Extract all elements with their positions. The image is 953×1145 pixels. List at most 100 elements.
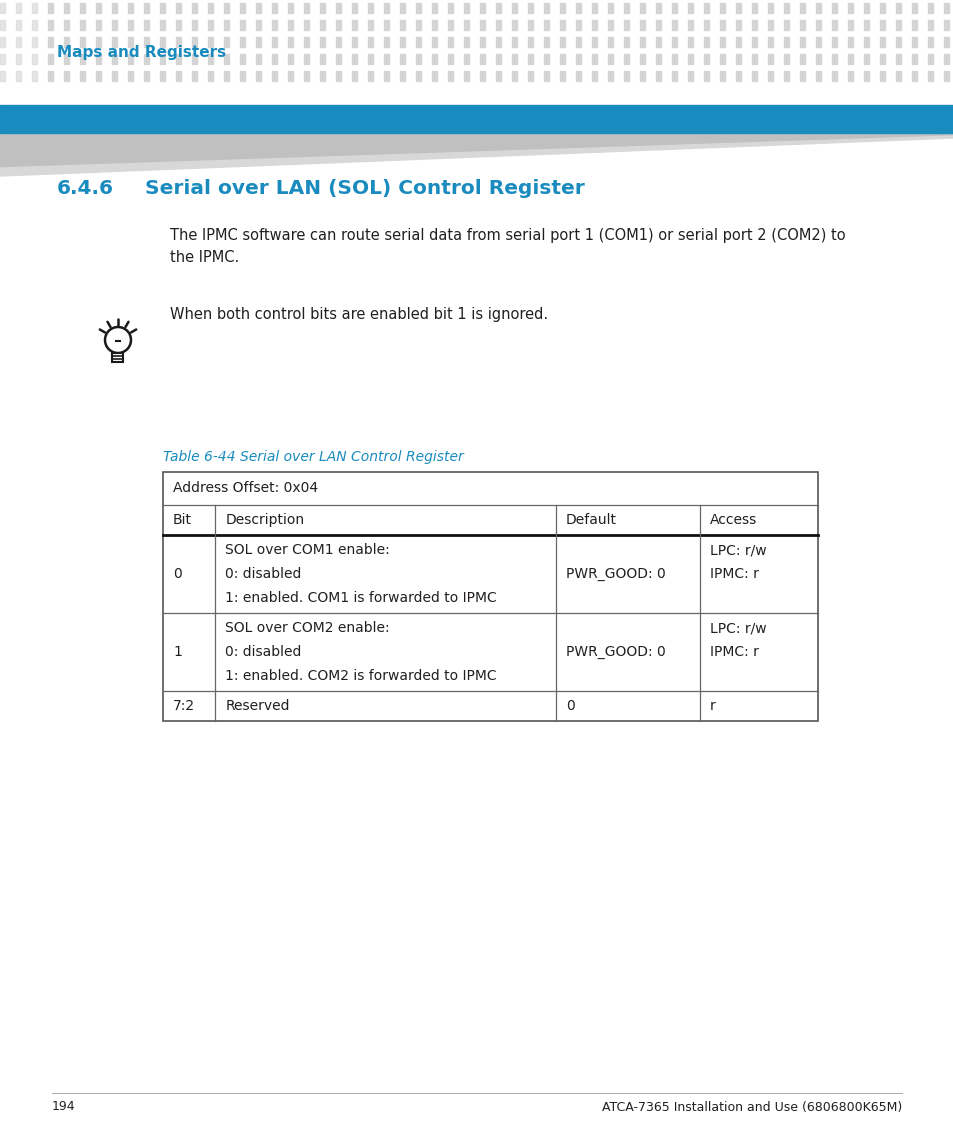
Bar (911, 54, 916, 64)
Bar (800, 19, 804, 30)
Bar (192, 71, 196, 81)
Bar (288, 54, 293, 64)
Bar (16, 19, 21, 30)
Bar (831, 71, 836, 81)
Bar (800, 71, 804, 81)
Bar (656, 19, 660, 30)
Bar (175, 19, 181, 30)
Bar (64, 37, 69, 47)
Bar (671, 54, 677, 64)
Bar (831, 54, 836, 64)
Bar (703, 19, 708, 30)
Bar (463, 71, 469, 81)
Bar (543, 37, 548, 47)
Bar (448, 54, 453, 64)
Bar (767, 3, 772, 13)
Bar (592, 54, 597, 64)
Bar (496, 54, 500, 64)
Bar (416, 37, 420, 47)
Bar (463, 37, 469, 47)
Bar (32, 71, 37, 81)
Bar (815, 54, 821, 64)
Bar (623, 54, 628, 64)
Bar (16, 54, 21, 64)
Bar (943, 71, 948, 81)
Bar (512, 71, 517, 81)
Bar (384, 71, 389, 81)
Text: 0: 0 (565, 698, 574, 713)
Bar (32, 54, 37, 64)
Bar (319, 19, 325, 30)
Bar (448, 3, 453, 13)
Bar (607, 37, 613, 47)
Bar (384, 19, 389, 30)
Bar (479, 37, 484, 47)
Bar (144, 3, 149, 13)
Bar (192, 54, 196, 64)
Bar (656, 37, 660, 47)
Text: r: r (709, 698, 715, 713)
Bar (48, 19, 53, 30)
Bar (879, 37, 884, 47)
Bar (815, 37, 821, 47)
Text: PWR_GOOD: 0: PWR_GOOD: 0 (565, 645, 665, 660)
Bar (272, 19, 276, 30)
Bar (783, 54, 788, 64)
Text: Default: Default (565, 513, 617, 527)
Bar (175, 37, 181, 47)
Bar (592, 37, 597, 47)
Bar (272, 54, 276, 64)
Bar (175, 54, 181, 64)
Bar (416, 71, 420, 81)
Bar (272, 3, 276, 13)
Bar (144, 19, 149, 30)
Bar (463, 3, 469, 13)
Bar (319, 3, 325, 13)
Text: 1: 1 (172, 645, 182, 660)
Bar (895, 3, 900, 13)
Bar (576, 37, 580, 47)
Bar (80, 37, 85, 47)
Bar (720, 37, 724, 47)
Bar (384, 37, 389, 47)
Bar (656, 71, 660, 81)
Bar (240, 19, 245, 30)
Bar (543, 19, 548, 30)
Bar (687, 3, 692, 13)
Bar (0, 19, 5, 30)
Bar (735, 19, 740, 30)
Text: LPC: r/w
IPMC: r: LPC: r/w IPMC: r (709, 621, 766, 658)
Bar (128, 37, 132, 47)
Bar (384, 54, 389, 64)
Bar (863, 3, 868, 13)
Bar (943, 54, 948, 64)
Bar (783, 71, 788, 81)
Bar (863, 71, 868, 81)
Bar (192, 19, 196, 30)
Bar (800, 37, 804, 47)
Bar (800, 3, 804, 13)
Bar (863, 54, 868, 64)
Bar (96, 19, 101, 30)
Bar (703, 3, 708, 13)
Bar (368, 71, 373, 81)
Bar (607, 3, 613, 13)
Bar (144, 37, 149, 47)
Bar (448, 71, 453, 81)
Bar (720, 71, 724, 81)
Bar (592, 19, 597, 30)
Bar (432, 19, 436, 30)
Bar (399, 71, 405, 81)
Bar (943, 19, 948, 30)
Bar (496, 3, 500, 13)
Bar (559, 19, 564, 30)
Bar (128, 19, 132, 30)
Bar (687, 37, 692, 47)
Bar (879, 54, 884, 64)
Bar (815, 71, 821, 81)
Text: 194: 194 (52, 1100, 75, 1113)
Bar (144, 54, 149, 64)
Bar (64, 54, 69, 64)
Bar (623, 71, 628, 81)
Bar (479, 54, 484, 64)
